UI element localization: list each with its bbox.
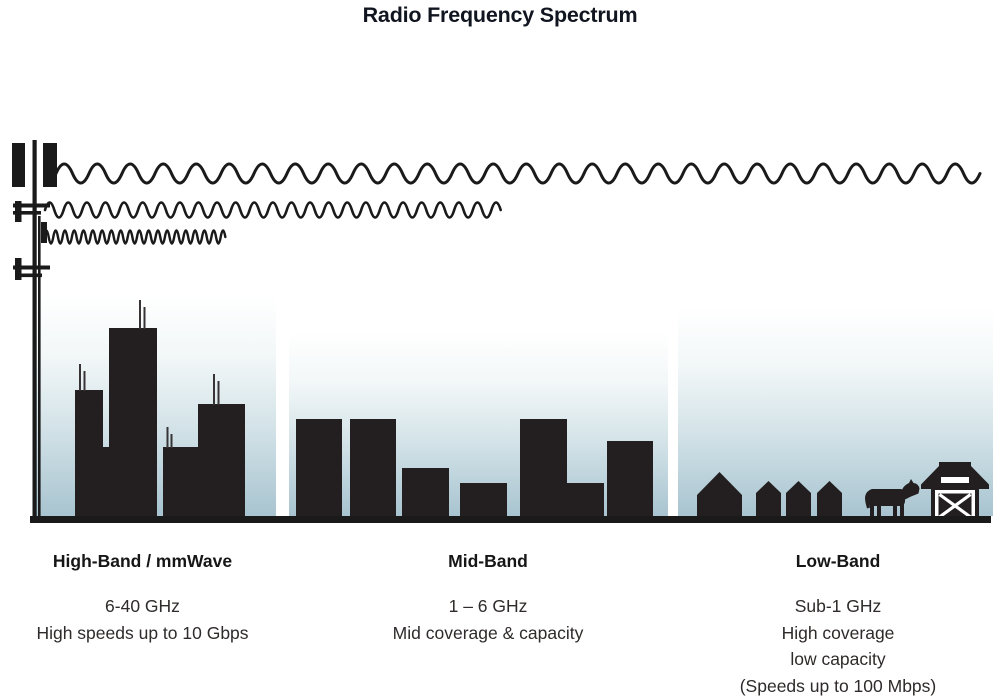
mid-rise-buildings-icon [296,419,653,518]
band-heading-mid: Mid-Band [448,551,528,571]
band-description-mid: Mid coverage & capacity [392,622,584,643]
barn-door-cross [938,493,972,519]
band-description-low-2: low capacity [790,649,886,669]
band-label-high: High-Band / mmWave 6-40 GHz High speeds … [10,550,275,646]
band-frequency-mid: 1 – 6 GHz [448,596,528,616]
skyscrapers-icon [75,300,245,518]
spectrum-illustration [12,140,993,523]
radio-wave-medium-icon [43,201,502,219]
diagram-title: Radio Frequency Spectrum [362,3,638,27]
houses-icon [697,472,842,518]
band-description-low-3: (Speeds up to 100 Mbps) [739,675,937,696]
radio-wave-long-icon [54,162,982,185]
rooftop-antennas [79,300,220,448]
radio-wave-short-icon [42,229,227,245]
cow-icon [865,479,920,518]
antenna-panel-top-left [12,143,25,187]
barn-loft-window [941,477,969,483]
band-heading-high: High-Band / mmWave [52,551,233,571]
barn-icon [921,462,989,519]
band-description-high: High speeds up to 10 Gbps [36,622,249,643]
antenna-panel-top-right [43,143,57,187]
ground-line [30,516,991,523]
band-label-low: Low-Band Sub-1 GHz High coverage low cap… [680,550,996,699]
band-heading-low: Low-Band [795,551,881,571]
band-label-mid: Mid-Band 1 – 6 GHz Mid coverage & capaci… [330,550,646,646]
band-frequency-high: 6-40 GHz [105,596,180,616]
band-description-low-1: High coverage [781,622,895,643]
band-frequency-low: Sub-1 GHz [794,596,882,616]
cell-tower-icon [12,140,57,522]
